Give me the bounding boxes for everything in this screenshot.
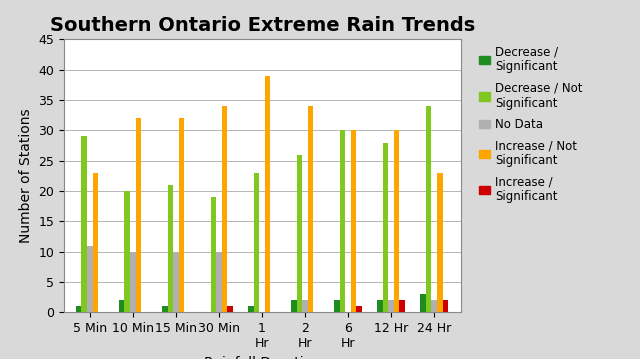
Title: Southern Ontario Extreme Rain Trends: Southern Ontario Extreme Rain Trends — [50, 16, 475, 35]
Bar — [426, 106, 431, 312]
Bar — [377, 300, 383, 312]
Bar — [216, 252, 221, 312]
Bar — [296, 155, 302, 312]
Bar — [383, 143, 388, 312]
Bar — [291, 300, 296, 312]
Bar — [87, 246, 93, 312]
Bar — [420, 294, 426, 312]
Legend: Decrease /
Significant, Decrease / Not
Significant, No Data, Increase / Not
Sign: Decrease / Significant, Decrease / Not S… — [479, 45, 582, 204]
Bar — [442, 300, 448, 312]
Bar — [173, 252, 179, 312]
Bar — [221, 106, 227, 312]
Bar — [76, 306, 81, 312]
Bar — [81, 136, 87, 312]
Bar — [93, 173, 98, 312]
Bar — [431, 300, 437, 312]
Bar — [179, 118, 184, 312]
Bar — [265, 76, 270, 312]
Bar — [130, 252, 136, 312]
Bar — [302, 300, 308, 312]
Bar — [124, 191, 130, 312]
Bar — [351, 130, 356, 312]
Bar — [356, 306, 362, 312]
Bar — [227, 306, 233, 312]
X-axis label: Rainfall Duration: Rainfall Duration — [204, 356, 321, 359]
Bar — [399, 300, 405, 312]
Bar — [211, 197, 216, 312]
Bar — [340, 130, 345, 312]
Bar — [437, 173, 442, 312]
Bar — [388, 300, 394, 312]
Bar — [248, 306, 253, 312]
Bar — [168, 185, 173, 312]
Bar — [253, 173, 259, 312]
Bar — [119, 300, 124, 312]
Bar — [162, 306, 168, 312]
Bar — [334, 300, 340, 312]
Bar — [394, 130, 399, 312]
Bar — [308, 106, 314, 312]
Y-axis label: Number of Stations: Number of Stations — [19, 109, 33, 243]
Bar — [136, 118, 141, 312]
